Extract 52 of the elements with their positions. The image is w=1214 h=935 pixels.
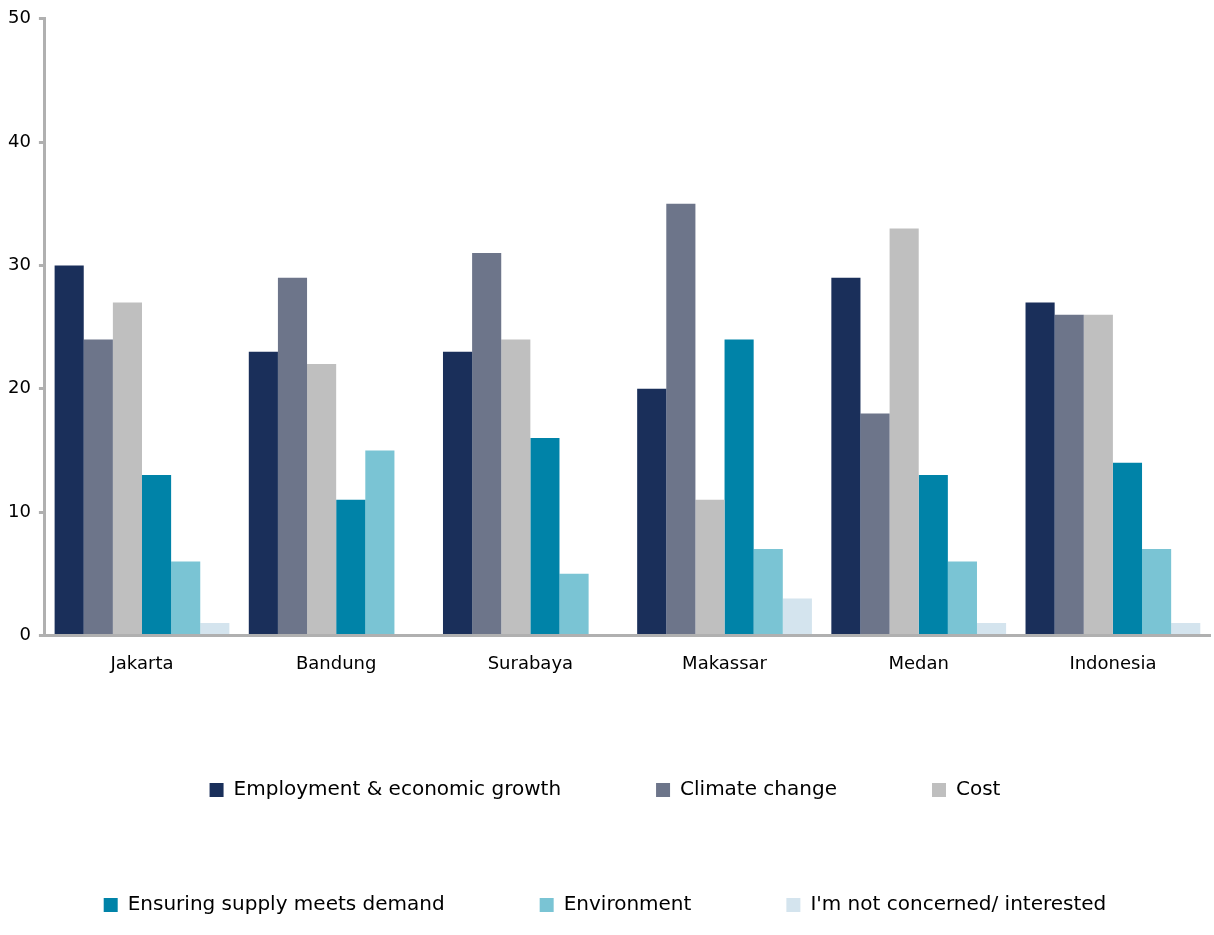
bar [860, 413, 890, 634]
y-tick-label: 0 [19, 623, 31, 645]
x-tick-label: Surabaya [487, 651, 574, 673]
bar [501, 339, 531, 634]
bar [1112, 462, 1143, 634]
y-tick-label: 20 [8, 376, 31, 398]
bar [1025, 302, 1055, 634]
bar [1171, 623, 1201, 634]
y-tick-label: 40 [8, 129, 31, 151]
legend-label: Climate change [680, 776, 837, 801]
bar [782, 598, 812, 634]
bar [142, 475, 172, 634]
bar [1142, 549, 1172, 634]
bar [365, 450, 395, 634]
bar [695, 499, 725, 634]
bar [54, 265, 84, 634]
bar [83, 339, 113, 634]
bar [559, 573, 589, 634]
bar [530, 438, 560, 634]
bar [637, 388, 667, 634]
bar [889, 228, 919, 634]
legend-label: Employment & economic growth [233, 776, 562, 801]
legend-label: Cost [955, 776, 1001, 801]
bar [112, 302, 142, 634]
bar [724, 339, 754, 634]
bar [307, 364, 337, 634]
bar [753, 549, 783, 634]
x-tick-label: Makassar [682, 651, 768, 673]
legend-label: Environment [563, 891, 692, 916]
y-tick-label: 30 [8, 253, 31, 275]
y-tick-label: 50 [8, 6, 31, 28]
bar [248, 351, 278, 634]
bar [947, 561, 977, 634]
x-tick-label: Indonesia [1069, 651, 1157, 673]
x-tick-label: Jakarta [109, 651, 174, 673]
bar [171, 561, 201, 634]
x-tick-label: Bandung [295, 651, 377, 673]
bar [200, 623, 230, 634]
bar [918, 475, 948, 634]
x-tick-label: Medan [888, 651, 949, 673]
bar [472, 253, 502, 634]
legend-label: I'm not concerned/ interested [810, 891, 1107, 916]
legend-label: Ensuring supply meets demand [127, 891, 445, 916]
y-tick-label: 10 [8, 499, 31, 521]
bar [277, 277, 308, 634]
bar [442, 351, 473, 634]
bar [666, 203, 696, 634]
bar [1054, 314, 1084, 634]
bar [336, 499, 366, 634]
bar [976, 623, 1007, 634]
bar [831, 277, 861, 634]
bar [1083, 314, 1113, 634]
